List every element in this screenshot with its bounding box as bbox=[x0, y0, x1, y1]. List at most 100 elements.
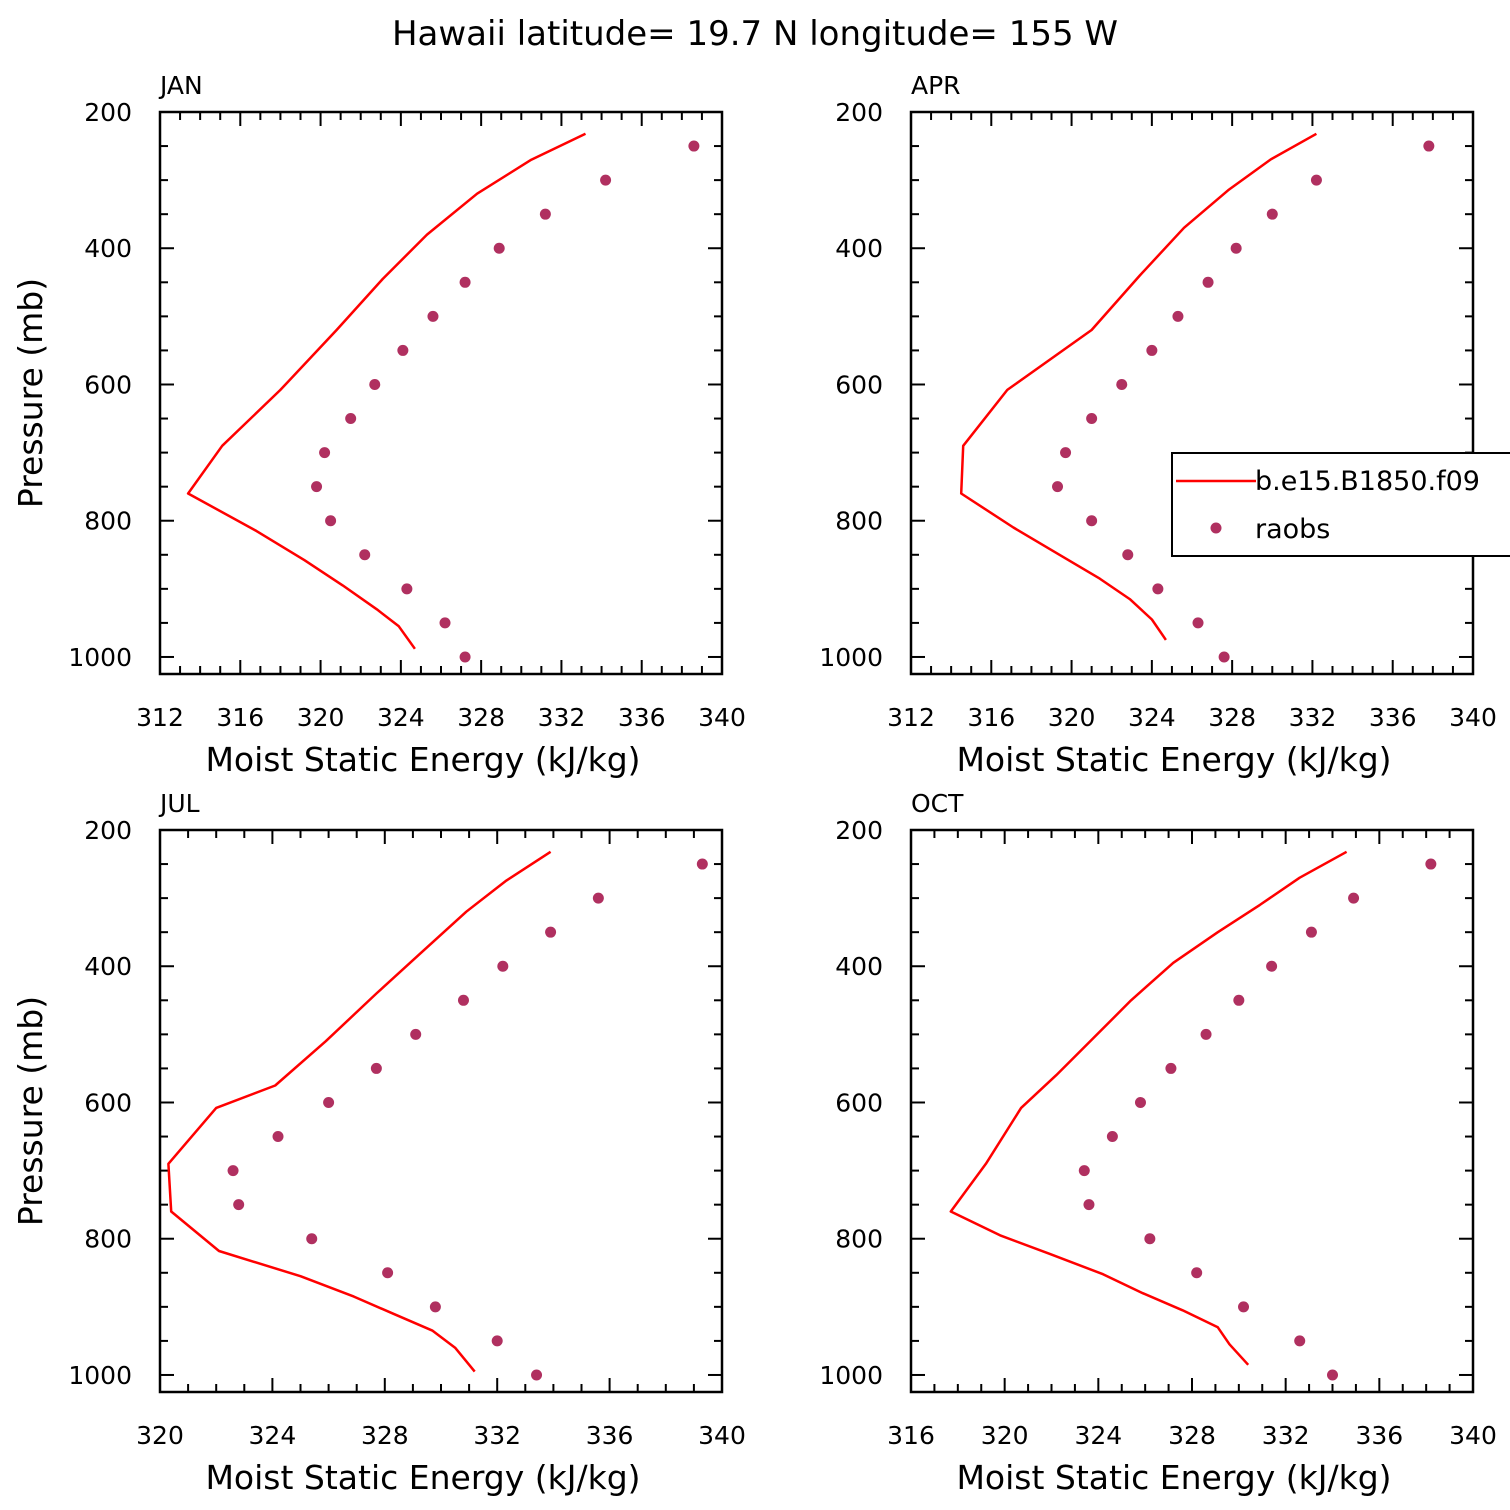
y-tick-label: 200 bbox=[84, 816, 132, 845]
raobs-point bbox=[1425, 858, 1437, 870]
x-tick-label: 316 bbox=[887, 1421, 935, 1450]
legend-obs-swatch bbox=[1210, 522, 1222, 534]
raobs-point bbox=[1233, 994, 1245, 1006]
y-tick-label: 600 bbox=[835, 1088, 883, 1117]
y-tick-label: 400 bbox=[835, 234, 883, 263]
raobs-point bbox=[1200, 1028, 1212, 1040]
raobs-point bbox=[1327, 1369, 1338, 1381]
y-tick-label: 200 bbox=[835, 98, 883, 127]
raobs-point bbox=[1134, 1096, 1146, 1108]
plot-frame bbox=[909, 110, 1475, 676]
raobs-point bbox=[345, 413, 357, 425]
x-tick-label: 328 bbox=[1168, 1421, 1216, 1450]
x-tick-label: 332 bbox=[1289, 703, 1337, 732]
raobs-point bbox=[429, 1301, 441, 1313]
raobs-point bbox=[592, 892, 604, 904]
x-tick-label: 320 bbox=[297, 703, 345, 732]
y-tick-label: 600 bbox=[84, 1088, 132, 1117]
y-tick-label: 200 bbox=[84, 98, 132, 127]
raobs-point bbox=[1230, 242, 1242, 254]
raobs-point bbox=[1152, 583, 1164, 595]
x-tick-label: 320 bbox=[1048, 703, 1096, 732]
raobs-point bbox=[539, 208, 551, 220]
raobs-point bbox=[397, 344, 409, 356]
raobs-point bbox=[427, 310, 439, 322]
y-axis-label: Pressure (mb) bbox=[11, 996, 50, 1226]
panel-title: JUL bbox=[158, 789, 200, 818]
y-tick-label: 400 bbox=[84, 952, 132, 981]
x-tick-label: 312 bbox=[136, 703, 184, 732]
y-tick-label: 1000 bbox=[819, 643, 883, 672]
raobs-point bbox=[531, 1369, 543, 1381]
raobs-point bbox=[1423, 140, 1435, 152]
x-tick-label: 332 bbox=[538, 703, 586, 732]
raobs-point bbox=[1083, 1199, 1095, 1211]
raobs-point bbox=[1192, 617, 1204, 629]
raobs-point bbox=[493, 242, 505, 254]
x-tick-label: 324 bbox=[249, 1421, 297, 1450]
panel-title: OCT bbox=[911, 789, 964, 818]
raobs-point bbox=[457, 994, 469, 1006]
plot-frame bbox=[909, 828, 1475, 1394]
raobs-point bbox=[1172, 310, 1184, 322]
raobs-point bbox=[459, 651, 471, 663]
y-tick-label: 800 bbox=[84, 507, 132, 536]
y-tick-label: 1000 bbox=[819, 1361, 883, 1390]
x-axis-label: Moist Static Energy (kJ/kg) bbox=[205, 1458, 640, 1497]
y-axis-label: Pressure (mb) bbox=[11, 278, 50, 508]
raobs-point bbox=[359, 549, 371, 561]
model-line bbox=[186, 132, 587, 650]
y-tick-label: 200 bbox=[835, 816, 883, 845]
model-line bbox=[949, 850, 1348, 1366]
raobs-point bbox=[410, 1028, 422, 1040]
y-tick-label: 400 bbox=[835, 952, 883, 981]
raobs-point bbox=[382, 1267, 394, 1279]
y-tick-label: 1000 bbox=[68, 643, 132, 672]
x-tick-label: 324 bbox=[1074, 1421, 1122, 1450]
x-tick-label: 332 bbox=[473, 1421, 521, 1450]
x-tick-label: 340 bbox=[698, 1421, 746, 1450]
x-tick-label: 316 bbox=[216, 703, 264, 732]
x-tick-label: 340 bbox=[1449, 703, 1497, 732]
y-tick-label: 600 bbox=[84, 370, 132, 399]
raobs-point bbox=[1060, 447, 1072, 459]
raobs-point bbox=[1238, 1301, 1250, 1313]
x-tick-label: 328 bbox=[1208, 703, 1256, 732]
x-tick-label: 324 bbox=[1128, 703, 1176, 732]
y-tick-label: 800 bbox=[84, 1225, 132, 1254]
raobs-point bbox=[439, 617, 451, 629]
raobs-point bbox=[1165, 1062, 1177, 1074]
legend-obs-label: raobs bbox=[1255, 514, 1330, 545]
x-tick-label: 316 bbox=[967, 703, 1015, 732]
x-axis-label: Moist Static Energy (kJ/kg) bbox=[956, 1458, 1391, 1497]
raobs-point bbox=[1106, 1131, 1118, 1143]
raobs-point bbox=[491, 1335, 503, 1347]
raobs-point bbox=[1266, 208, 1278, 220]
raobs-point bbox=[1078, 1165, 1090, 1177]
x-tick-label: 336 bbox=[1355, 1421, 1403, 1450]
x-tick-label: 324 bbox=[377, 703, 425, 732]
x-tick-label: 320 bbox=[136, 1421, 184, 1450]
x-tick-label: 328 bbox=[361, 1421, 409, 1450]
raobs-point bbox=[311, 481, 323, 493]
plot-frame bbox=[158, 110, 724, 676]
x-tick-label: 336 bbox=[586, 1421, 634, 1450]
raobs-point bbox=[323, 1096, 335, 1108]
raobs-point bbox=[1086, 413, 1098, 425]
x-tick-label: 336 bbox=[1369, 703, 1417, 732]
raobs-point bbox=[1144, 1233, 1156, 1245]
y-tick-label: 400 bbox=[84, 234, 132, 263]
model-line bbox=[959, 132, 1318, 641]
raobs-point bbox=[325, 515, 337, 527]
raobs-point bbox=[1310, 174, 1322, 186]
raobs-point bbox=[233, 1199, 245, 1211]
figure-title: Hawaii latitude= 19.7 N longitude= 155 W bbox=[392, 14, 1118, 54]
raobs-point bbox=[1191, 1267, 1203, 1279]
x-tick-label: 320 bbox=[981, 1421, 1029, 1450]
raobs-point bbox=[370, 1062, 382, 1074]
x-tick-label: 328 bbox=[457, 703, 505, 732]
raobs-point bbox=[1294, 1335, 1306, 1347]
raobs-point bbox=[1086, 515, 1098, 527]
raobs-point bbox=[696, 858, 708, 870]
